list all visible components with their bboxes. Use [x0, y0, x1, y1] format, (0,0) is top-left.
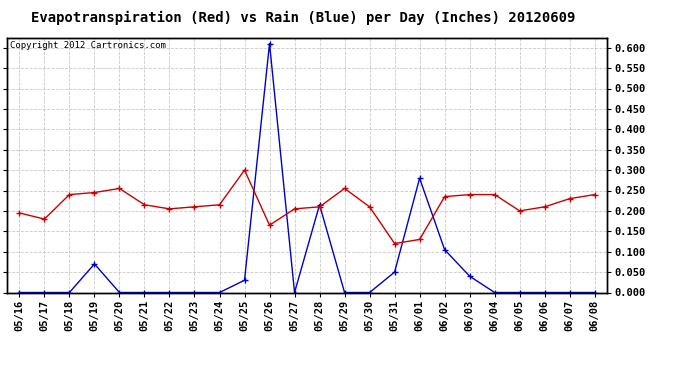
Text: Evapotranspiration (Red) vs Rain (Blue) per Day (Inches) 20120609: Evapotranspiration (Red) vs Rain (Blue) …: [32, 11, 575, 26]
Text: Copyright 2012 Cartronics.com: Copyright 2012 Cartronics.com: [10, 41, 166, 50]
